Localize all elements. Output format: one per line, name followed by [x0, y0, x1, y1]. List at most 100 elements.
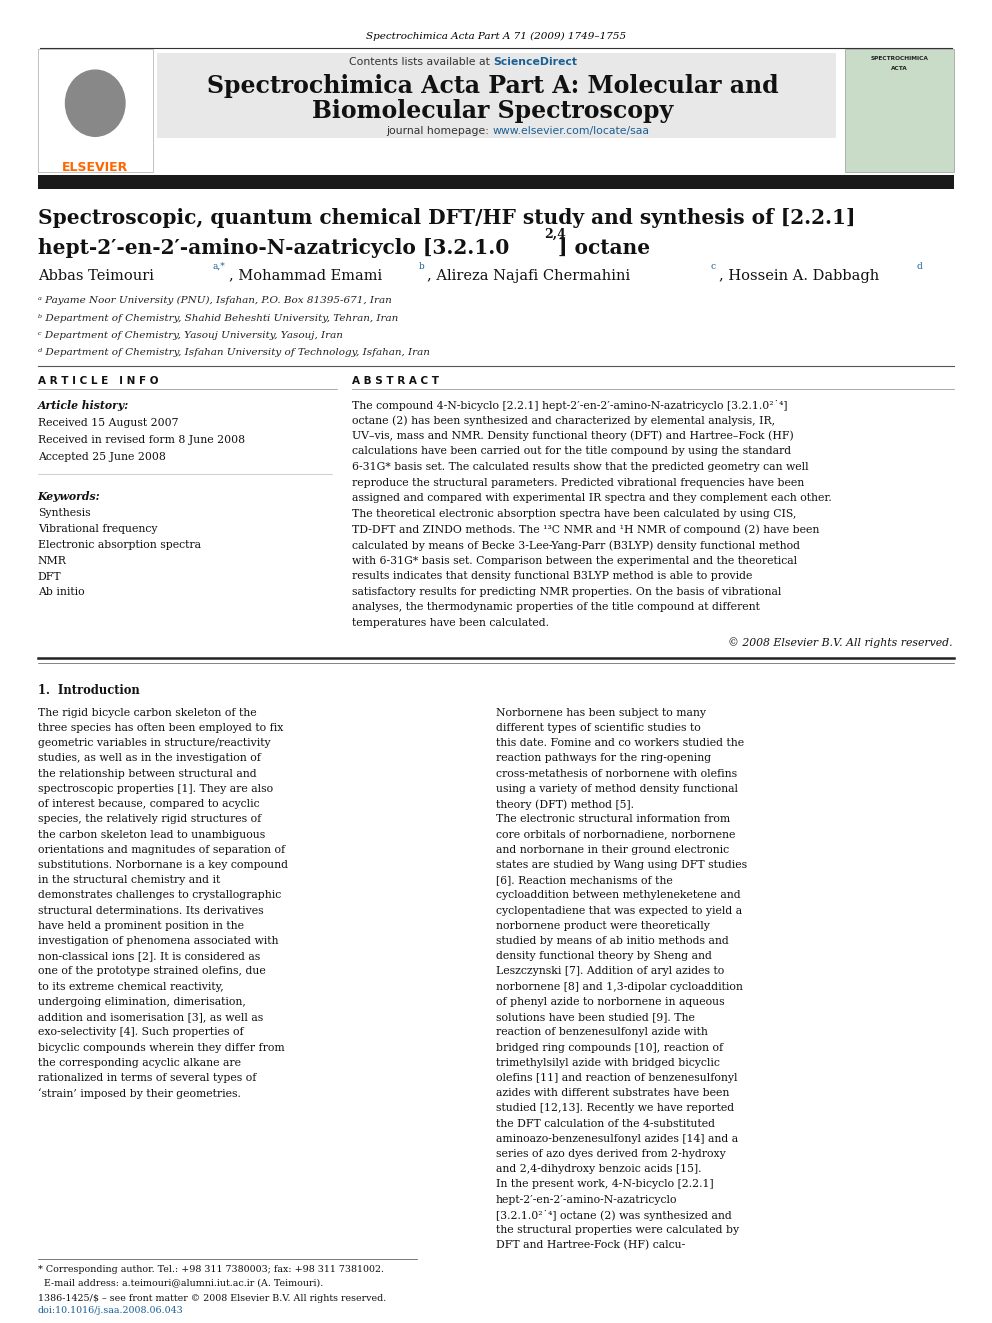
Text: ᶜ Department of Chemistry, Yasouj University, Yasouj, Iran: ᶜ Department of Chemistry, Yasouj Univer… — [38, 331, 342, 340]
Text: assigned and compared with experimental IR spectra and they complement each othe: assigned and compared with experimental … — [352, 493, 832, 503]
Text: bridged ring compounds [10], reaction of: bridged ring compounds [10], reaction of — [496, 1043, 723, 1053]
Text: theory (DFT) method [5].: theory (DFT) method [5]. — [496, 799, 634, 810]
Text: the structural properties were calculated by: the structural properties were calculate… — [496, 1225, 739, 1236]
Text: Received 15 August 2007: Received 15 August 2007 — [38, 418, 179, 429]
Text: * Corresponding author. Tel.: +98 311 7380003; fax: +98 311 7381002.: * Corresponding author. Tel.: +98 311 73… — [38, 1265, 384, 1274]
Text: ᵃ Payame Noor University (PNU), Isfahan, P.O. Box 81395-671, Iran: ᵃ Payame Noor University (PNU), Isfahan,… — [38, 296, 392, 306]
Text: calculations have been carried out for the title compound by using the standard: calculations have been carried out for t… — [352, 446, 792, 456]
Text: addition and isomerisation [3], as well as: addition and isomerisation [3], as well … — [38, 1012, 263, 1023]
Text: the corresponding acyclic alkane are: the corresponding acyclic alkane are — [38, 1058, 241, 1068]
FancyBboxPatch shape — [845, 49, 954, 172]
Text: b: b — [419, 262, 425, 271]
Text: spectroscopic properties [1]. They are also: spectroscopic properties [1]. They are a… — [38, 785, 273, 794]
Text: olefins [11] and reaction of benzenesulfonyl: olefins [11] and reaction of benzenesulf… — [496, 1073, 737, 1084]
Text: the DFT calculation of the 4-substituted: the DFT calculation of the 4-substituted — [496, 1119, 715, 1129]
Text: with 6-31G* basis set. Comparison between the experimental and the theoretical: with 6-31G* basis set. Comparison betwee… — [352, 556, 798, 566]
Text: The compound 4-N-bicyclo [2.2.1] hept-2′-en-2′-amino-N-azatricyclo [3.2.1.0²˙⁴]: The compound 4-N-bicyclo [2.2.1] hept-2′… — [352, 400, 788, 410]
Text: hept-2′-en-2′-amino-N-azatricyclo [3.2.1.0: hept-2′-en-2′-amino-N-azatricyclo [3.2.1… — [38, 238, 509, 258]
Text: ᵇ Department of Chemistry, Shahid Beheshti University, Tehran, Iran: ᵇ Department of Chemistry, Shahid Behesh… — [38, 314, 398, 323]
Text: DFT: DFT — [38, 572, 62, 582]
Text: Norbornene has been subject to many: Norbornene has been subject to many — [496, 708, 706, 718]
Text: reaction of benzenesulfonyl azide with: reaction of benzenesulfonyl azide with — [496, 1028, 708, 1037]
Text: core orbitals of norbornadiene, norbornene: core orbitals of norbornadiene, norborne… — [496, 830, 735, 840]
Text: ‘strain’ imposed by their geometries.: ‘strain’ imposed by their geometries. — [38, 1089, 241, 1099]
Text: Spectrochimica Acta Part A 71 (2009) 1749–1755: Spectrochimica Acta Part A 71 (2009) 174… — [366, 32, 626, 41]
FancyBboxPatch shape — [38, 49, 153, 172]
Text: azides with different substrates have been: azides with different substrates have be… — [496, 1089, 729, 1098]
Text: Biomolecular Spectroscopy: Biomolecular Spectroscopy — [312, 99, 674, 123]
Text: , Alireza Najafi Chermahini: , Alireza Najafi Chermahini — [427, 269, 630, 283]
Text: rationalized in terms of several types of: rationalized in terms of several types o… — [38, 1073, 256, 1084]
Text: different types of scientific studies to: different types of scientific studies to — [496, 724, 700, 733]
Text: studies, as well as in the investigation of: studies, as well as in the investigation… — [38, 754, 261, 763]
Text: The rigid bicycle carbon skeleton of the: The rigid bicycle carbon skeleton of the — [38, 708, 256, 718]
Text: TD-DFT and ZINDO methods. The ¹³C NMR and ¹H NMR of compound (2) have been: TD-DFT and ZINDO methods. The ¹³C NMR an… — [352, 524, 819, 534]
Text: Vibrational frequency: Vibrational frequency — [38, 524, 157, 534]
Text: reaction pathways for the ring-opening: reaction pathways for the ring-opening — [496, 754, 711, 763]
Text: The theoretical electronic absorption spectra have been calculated by using CIS,: The theoretical electronic absorption sp… — [352, 509, 797, 519]
Text: Synthesis: Synthesis — [38, 508, 90, 519]
Text: , Hossein A. Dabbagh: , Hossein A. Dabbagh — [719, 269, 880, 283]
Text: c: c — [710, 262, 715, 271]
Text: a,*: a,* — [212, 262, 225, 271]
Text: geometric variables in structure/reactivity: geometric variables in structure/reactiv… — [38, 738, 271, 749]
Text: non-classical ions [2]. It is considered as: non-classical ions [2]. It is considered… — [38, 951, 260, 962]
Text: Contents lists available at: Contents lists available at — [348, 57, 493, 67]
Text: solutions have been studied [9]. The: solutions have been studied [9]. The — [496, 1012, 694, 1023]
Text: demonstrates challenges to crystallographic: demonstrates challenges to crystallograp… — [38, 890, 281, 901]
Text: reproduce the structural parameters. Predicted vibrational frequencies have been: reproduce the structural parameters. Pre… — [352, 478, 805, 488]
Text: Abbas Teimouri: Abbas Teimouri — [38, 269, 154, 283]
Text: Keywords:: Keywords: — [38, 491, 100, 501]
Text: UV–vis, mass and NMR. Density functional theory (DFT) and Hartree–Fock (HF): UV–vis, mass and NMR. Density functional… — [352, 431, 794, 442]
Text: the relationship between structural and: the relationship between structural and — [38, 769, 256, 779]
Text: octane (2) has been synthesized and characterized by elemental analysis, IR,: octane (2) has been synthesized and char… — [352, 415, 776, 426]
Text: cross-metathesis of norbornene with olefins: cross-metathesis of norbornene with olef… — [496, 769, 737, 779]
Text: cyclopentadiene that was expected to yield a: cyclopentadiene that was expected to yie… — [496, 906, 742, 916]
Text: [6]. Reaction mechanisms of the: [6]. Reaction mechanisms of the — [496, 876, 673, 885]
FancyBboxPatch shape — [38, 175, 954, 189]
Text: have held a prominent position in the: have held a prominent position in the — [38, 921, 244, 931]
Text: journal homepage:: journal homepage: — [387, 126, 493, 136]
Text: In the present work, 4-N-bicyclo [2.2.1]: In the present work, 4-N-bicyclo [2.2.1] — [496, 1180, 713, 1189]
Text: trimethylsilyl azide with bridged bicyclic: trimethylsilyl azide with bridged bicycl… — [496, 1058, 720, 1068]
Text: aminoazo-benzenesulfonyl azides [14] and a: aminoazo-benzenesulfonyl azides [14] and… — [496, 1134, 738, 1144]
Text: www.elsevier.com/locate/saa: www.elsevier.com/locate/saa — [493, 126, 650, 136]
Text: Leszczynski [7]. Addition of aryl azides to: Leszczynski [7]. Addition of aryl azides… — [496, 967, 724, 976]
Text: [3.2.1.0²˙⁴] octane (2) was synthesized and: [3.2.1.0²˙⁴] octane (2) was synthesized … — [496, 1211, 732, 1221]
Text: A R T I C L E   I N F O: A R T I C L E I N F O — [38, 376, 158, 386]
Text: Spectrochimica Acta Part A: Molecular and: Spectrochimica Acta Part A: Molecular an… — [207, 74, 779, 98]
Text: ᵈ Department of Chemistry, Isfahan University of Technology, Isfahan, Iran: ᵈ Department of Chemistry, Isfahan Unive… — [38, 348, 430, 357]
Text: of interest because, compared to acyclic: of interest because, compared to acyclic — [38, 799, 259, 810]
Ellipse shape — [65, 70, 125, 136]
Text: states are studied by Wang using DFT studies: states are studied by Wang using DFT stu… — [496, 860, 747, 871]
Text: substitutions. Norbornane is a key compound: substitutions. Norbornane is a key compo… — [38, 860, 288, 871]
Text: and 2,4-dihydroxy benzoic acids [15].: and 2,4-dihydroxy benzoic acids [15]. — [496, 1164, 701, 1175]
Text: bicyclic compounds wherein they differ from: bicyclic compounds wherein they differ f… — [38, 1043, 285, 1053]
Text: undergoing elimination, dimerisation,: undergoing elimination, dimerisation, — [38, 998, 246, 1007]
Text: Accepted 25 June 2008: Accepted 25 June 2008 — [38, 452, 166, 463]
Text: 1.  Introduction: 1. Introduction — [38, 684, 140, 697]
Text: to its extreme chemical reactivity,: to its extreme chemical reactivity, — [38, 982, 223, 992]
Text: results indicates that density functional B3LYP method is able to provide: results indicates that density functiona… — [352, 572, 753, 581]
Text: 1386-1425/$ – see front matter © 2008 Elsevier B.V. All rights reserved.: 1386-1425/$ – see front matter © 2008 El… — [38, 1294, 386, 1303]
Text: one of the prototype strained olefins, due: one of the prototype strained olefins, d… — [38, 967, 266, 976]
Text: d: d — [917, 262, 923, 271]
Text: Article history:: Article history: — [38, 400, 129, 410]
Text: three species has often been employed to fix: three species has often been employed to… — [38, 724, 283, 733]
Text: in the structural chemistry and it: in the structural chemistry and it — [38, 876, 220, 885]
Text: analyses, the thermodynamic properties of the title compound at different: analyses, the thermodynamic properties o… — [352, 602, 760, 613]
FancyBboxPatch shape — [157, 53, 836, 138]
Text: NMR: NMR — [38, 556, 66, 566]
Text: Spectroscopic, quantum chemical DFT/HF study and synthesis of [2.2.1]: Spectroscopic, quantum chemical DFT/HF s… — [38, 208, 855, 228]
Text: series of azo dyes derived from 2-hydroxy: series of azo dyes derived from 2-hydrox… — [496, 1150, 726, 1159]
Text: ] octane: ] octane — [558, 238, 651, 258]
Text: The electronic structural information from: The electronic structural information fr… — [496, 815, 730, 824]
Text: using a variety of method density functional: using a variety of method density functi… — [496, 785, 738, 794]
Text: norbornene [8] and 1,3-dipolar cycloaddition: norbornene [8] and 1,3-dipolar cycloaddi… — [496, 982, 743, 992]
Text: calculated by means of Becke 3-Lee-Yang-Parr (B3LYP) density functional method: calculated by means of Becke 3-Lee-Yang-… — [352, 540, 801, 550]
Text: E-mail address: a.teimouri@alumni.iut.ac.ir (A. Teimouri).: E-mail address: a.teimouri@alumni.iut.ac… — [38, 1278, 323, 1287]
Text: Electronic absorption spectra: Electronic absorption spectra — [38, 540, 200, 550]
Text: Ab initio: Ab initio — [38, 587, 84, 598]
Text: A B S T R A C T: A B S T R A C T — [352, 376, 439, 386]
Text: SPECTROCHIMICA: SPECTROCHIMICA — [871, 56, 929, 61]
